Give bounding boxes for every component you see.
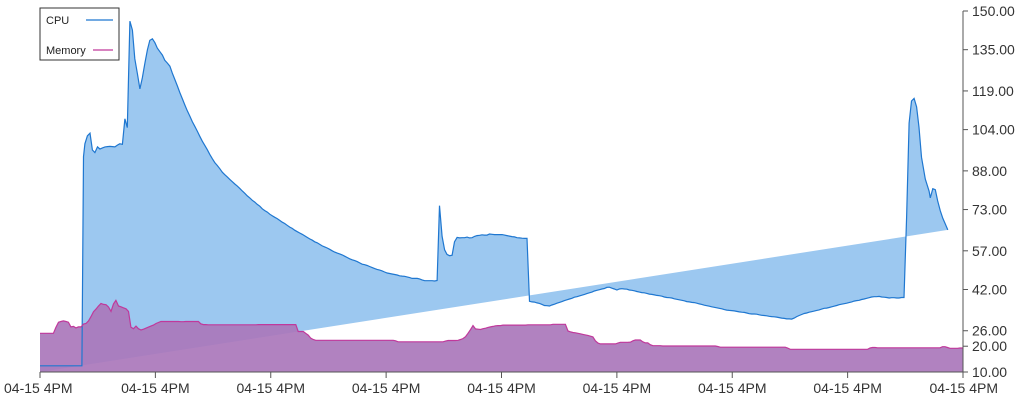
series-areas bbox=[40, 21, 963, 372]
y-tick-label: 73.00 bbox=[972, 202, 1007, 218]
y-tick-label: 104.00 bbox=[972, 122, 1015, 138]
y-tick-label: 150.00 bbox=[972, 3, 1015, 19]
y-tick-label: 42.00 bbox=[972, 281, 1007, 297]
x-tick-label: 04-15 4PM bbox=[813, 380, 881, 396]
y-tick-label: 135.00 bbox=[972, 42, 1015, 58]
x-tick-label: 04-15 4PM bbox=[4, 380, 72, 396]
y-tick-label: 119.00 bbox=[972, 83, 1014, 99]
x-axis-ticks: 04-15 4PM 04-15 4PM 04-15 4PM 04-15 4PM 04-1… bbox=[4, 372, 998, 396]
y-tick-label: 57.00 bbox=[972, 243, 1007, 259]
x-tick-label: 04-15 4PM bbox=[930, 380, 998, 396]
y-tick-label: 88.00 bbox=[972, 163, 1007, 179]
x-tick-label: 04-15 4PM bbox=[698, 380, 766, 396]
y-tick-label: 10.00 bbox=[972, 364, 1007, 380]
legend-label-memory: Memory bbox=[46, 45, 86, 57]
x-tick-label: 04-15 4PM bbox=[583, 380, 651, 396]
x-tick-label: 04-15 4PM bbox=[467, 380, 535, 396]
series-line-memory bbox=[40, 299, 963, 350]
legend[interactable]: CPU Memory bbox=[39, 7, 120, 61]
series-lines bbox=[40, 20, 963, 367]
series-area-memory bbox=[40, 300, 963, 372]
series-area-cpu bbox=[40, 21, 948, 372]
legend-box bbox=[39, 7, 120, 61]
y-tick-label: 20.00 bbox=[972, 338, 1007, 354]
series-line-cpu bbox=[40, 20, 949, 367]
x-tick-label: 04-15 4PM bbox=[121, 380, 189, 396]
y-tick-label: 26.00 bbox=[972, 323, 1007, 339]
legend-label-cpu: CPU bbox=[46, 15, 69, 27]
x-tick-label: 04-15 4PM bbox=[237, 380, 305, 396]
x-tick-label: 04-15 4PM bbox=[352, 380, 420, 396]
